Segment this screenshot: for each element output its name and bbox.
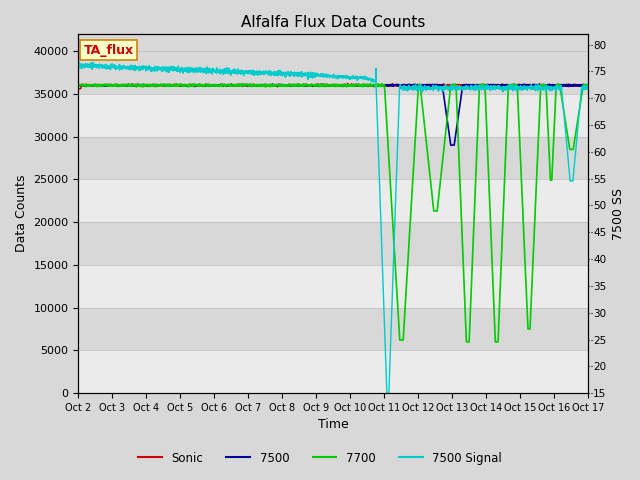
Text: TA_flux: TA_flux: [83, 44, 134, 57]
Y-axis label: Data Counts: Data Counts: [15, 175, 28, 252]
Bar: [79, 350, 588, 393]
X-axis label: Time: Time: [318, 419, 349, 432]
Y-axis label: 7500 SS: 7500 SS: [612, 188, 625, 240]
Legend: Sonic, 7500, 7700, 7500 Signal: Sonic, 7500, 7700, 7500 Signal: [133, 447, 507, 469]
Bar: [79, 265, 588, 308]
Title: Alfalfa Flux Data Counts: Alfalfa Flux Data Counts: [241, 15, 426, 30]
Bar: [79, 180, 588, 222]
Bar: [79, 94, 588, 137]
